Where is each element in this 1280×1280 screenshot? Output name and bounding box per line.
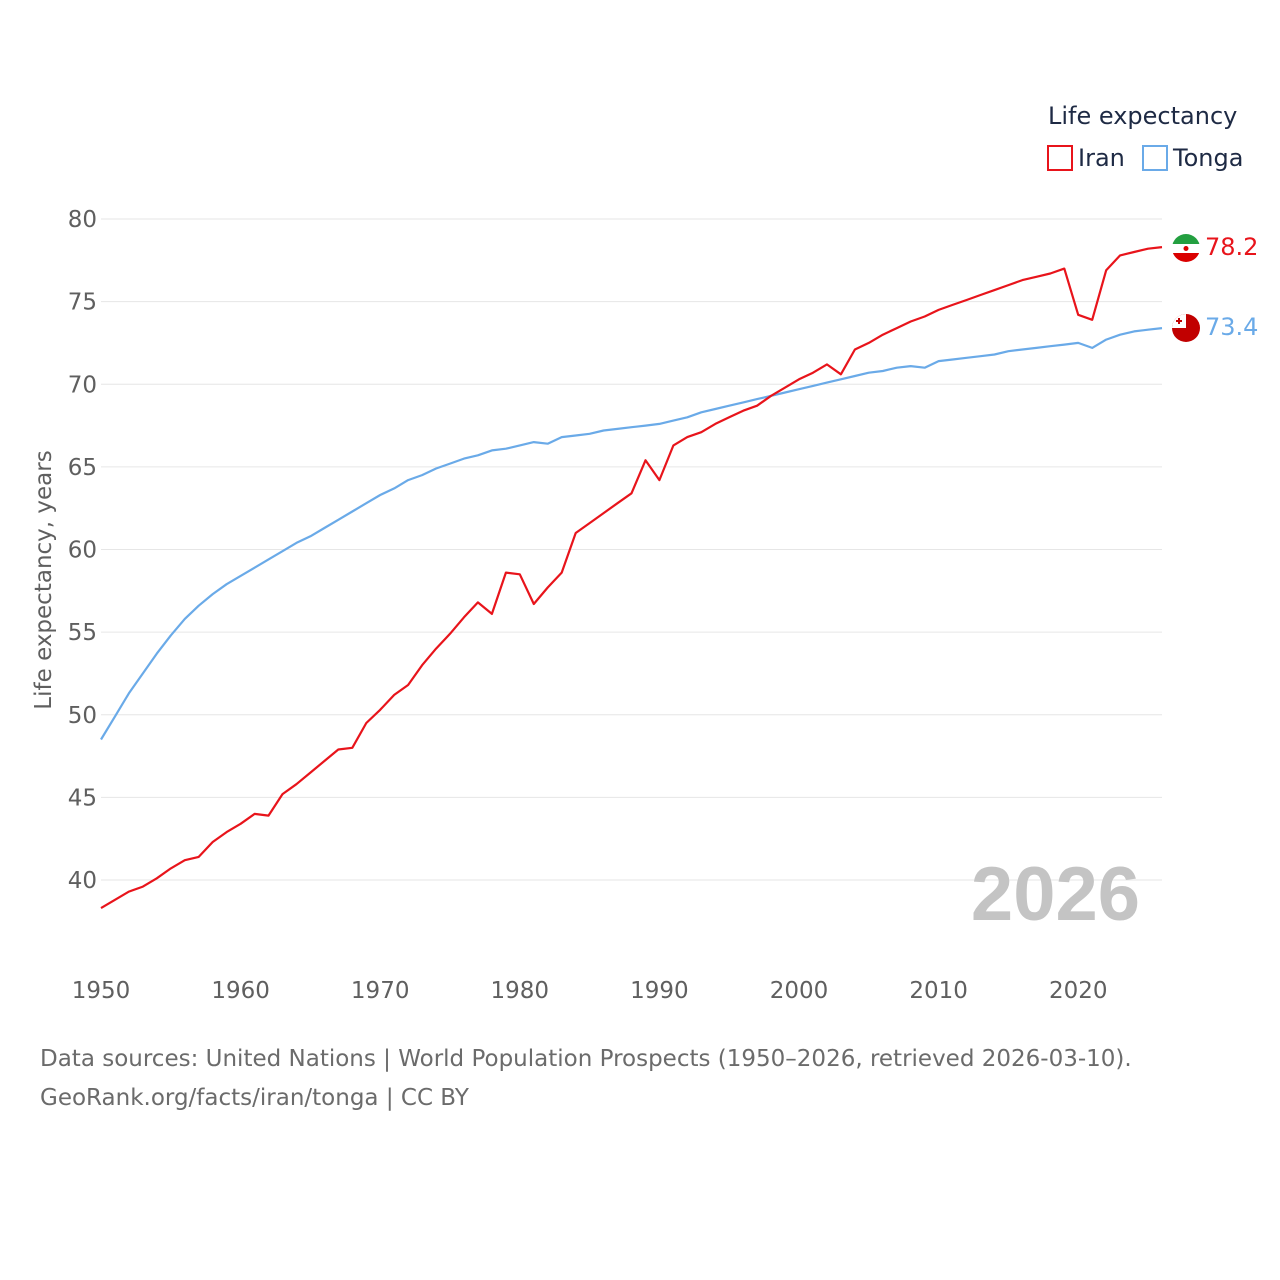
x-tick-label-1950: 1950 (72, 978, 131, 1004)
iran-flag-icon (1172, 234, 1200, 262)
y-axis: 40 45 50 55 60 65 70 75 80 (68, 207, 97, 894)
series-line-iran (100, 246, 1163, 910)
y-axis-label: Life expectancy, years (31, 450, 57, 709)
iran-end-label: 78.2 (1205, 233, 1258, 261)
series-lines (100, 246, 1163, 910)
x-tick-label-2020: 2020 (1049, 978, 1108, 1004)
y-tick-label-75: 75 (68, 290, 97, 316)
tonga-end-label: 73.4 (1205, 313, 1258, 341)
x-axis: 1950 1960 1970 1980 1990 2000 2010 2020 (72, 978, 1108, 1004)
legend-title: Life expectancy (1048, 102, 1237, 130)
x-tick-label-2010: 2010 (909, 978, 968, 1004)
legend-label-tonga[interactable]: Tonga (1172, 144, 1243, 172)
series-line-tonga (100, 327, 1163, 741)
series-end-markers: 78.2 73.4 (1172, 233, 1258, 342)
legend: Life expectancy Iran Tonga (1047, 102, 1243, 172)
legend-label-iran[interactable]: Iran (1078, 144, 1125, 172)
y-tick-label-45: 45 (68, 785, 97, 811)
y-tick-label-70: 70 (68, 372, 97, 398)
gridlines (101, 218, 1162, 881)
x-tick-label-1960: 1960 (211, 978, 270, 1004)
y-tick-label-40: 40 (68, 868, 97, 894)
legend-swatch-iran[interactable] (1047, 145, 1073, 171)
y-tick-label-60: 60 (68, 538, 97, 564)
tonga-flag-icon (1172, 314, 1200, 342)
year-watermark: 2026 (971, 852, 1140, 937)
legend-swatch-tonga[interactable] (1142, 145, 1168, 171)
y-tick-label-65: 65 (68, 455, 97, 481)
x-tick-label-1970: 1970 (351, 978, 410, 1004)
x-tick-label-2000: 2000 (770, 978, 829, 1004)
source-note: Data sources: United Nations | World Pop… (40, 1046, 1132, 1072)
y-tick-label-50: 50 (68, 703, 97, 729)
x-tick-label-1980: 1980 (491, 978, 550, 1004)
source-link[interactable]: GeoRank.org/facts/iran/tonga | CC BY (40, 1085, 469, 1111)
x-tick-label-1990: 1990 (630, 978, 689, 1004)
y-tick-label-80: 80 (68, 207, 97, 233)
y-tick-label-55: 55 (68, 620, 97, 646)
